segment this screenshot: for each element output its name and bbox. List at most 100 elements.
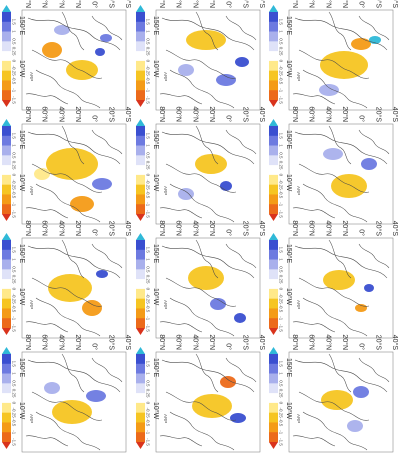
colorbar-tick-label: -0.25 xyxy=(279,408,284,419)
longitude-label: 150°E xyxy=(285,130,293,149)
anomaly-patch xyxy=(230,413,246,423)
colorbar-tick-label: 1 xyxy=(11,30,16,33)
map-panel-r3c4: 80°N 60°N 40°N 20°N 0° 20°S 40°S 150°E 10°W ARP 1.… xyxy=(269,334,399,453)
latitude-label: 20°N xyxy=(208,106,216,122)
colorbar-tick-label: 0 xyxy=(12,402,17,405)
colorbar-tick-label: 1 xyxy=(279,144,284,147)
latitude-label: 80°N xyxy=(24,0,32,8)
panel-label: ARP xyxy=(296,72,301,81)
latitude-label: 20°S xyxy=(107,221,115,237)
colorbar: 1.5 1 0.5 0.25 0 -0.25-0.5 -1 -1.5 xyxy=(269,233,284,335)
latitude-label: 60°N xyxy=(41,220,49,236)
coastline xyxy=(159,11,257,109)
colorbar-tick-label: 1 xyxy=(11,144,16,147)
latitude-label: 40°S xyxy=(258,335,266,351)
anomaly-patch xyxy=(42,42,62,58)
anomaly-field xyxy=(22,10,126,110)
longitude-label: 10°W xyxy=(285,174,293,192)
latitude-label: 40°N xyxy=(57,0,65,8)
colorbar-tick-label: 0.25 xyxy=(146,47,151,56)
colorbar-tick-label: 0.5 xyxy=(146,380,151,387)
latitude-label: 40°N xyxy=(191,0,199,8)
colorbar-tick-label: -1 xyxy=(146,202,151,206)
latitude-label: 40°N xyxy=(324,0,332,8)
panel-label: ARP xyxy=(29,300,34,309)
colorbar-tick-label: 0.25 xyxy=(146,161,151,170)
colorbar-tick-label: 0 xyxy=(12,60,17,63)
panel-label: ARP xyxy=(296,186,301,195)
colorbar-tick-label: 1 xyxy=(146,144,151,147)
colorbar-tick-label: 1.5 xyxy=(12,247,17,254)
anomaly-patch xyxy=(353,386,369,398)
anomaly-field xyxy=(22,352,126,452)
colorbar-tick-label: 0.25 xyxy=(146,275,151,284)
colorbar-tick-label: -0.5 xyxy=(146,191,151,199)
anomaly-patch xyxy=(319,84,339,96)
colorbar-tick-label: 0.5 xyxy=(146,266,151,273)
anomaly-patch xyxy=(364,284,374,292)
map-panel-r1c4: 80°N 60°N 40°N 20°N 0° 20°S 40°S 150°E 10°W ARP 1.… xyxy=(2,106,132,225)
map-panel-r1c3: 80°N 60°N 40°N 20°N 0° 20°S 40°S 150°E 10°W ARP 1.… xyxy=(269,0,399,111)
anomaly-field xyxy=(289,352,393,452)
latitude-label: 60°N xyxy=(41,334,49,350)
colorbar: 1.5 1 0.5 0.25 0 -0.25-0.5 -1 -1.5 xyxy=(2,347,17,449)
coastline xyxy=(292,11,390,109)
colorbar-tick-label: 1 xyxy=(279,30,284,33)
colorbar-tick-label: 0.25 xyxy=(146,389,151,398)
latitude-label: 40°S xyxy=(258,221,266,237)
colorbar: 1.5 1 0.5 0.25 0 -0.25-0.5 -1 -1.5 xyxy=(269,347,284,449)
colorbar-tick-label: 0 xyxy=(146,288,151,291)
panel-label: ARP xyxy=(296,300,301,309)
colorbar: 1.5 1 0.5 0.25 0 -0.25-0.5 -1 -1.5 xyxy=(269,5,284,107)
latitude-label: 20°S xyxy=(241,0,249,8)
colorbar-tick-label: -1 xyxy=(146,316,151,320)
map-frame xyxy=(21,237,127,339)
latitude-label: 0° xyxy=(91,1,99,8)
colorbar-tick-label: -1.5 xyxy=(12,324,17,332)
colorbar-tick-label: 0.25 xyxy=(279,389,284,398)
colorbar: 1.5 1 0.5 0.25 0 -0.25-0.5 -1 -1.5 xyxy=(136,347,151,449)
colorbar-tick-label: -0.25 xyxy=(146,294,151,305)
coastline xyxy=(292,125,390,223)
colorbar-tick-label: -0.25 xyxy=(279,180,284,191)
colorbar-tick-label: 0.25 xyxy=(279,47,284,56)
latitude-label: 80°N xyxy=(291,220,299,236)
anomaly-patch xyxy=(235,57,249,67)
map-panel-r3c3: 80°N 60°N 40°N 20°N 0° 20°S 40°S 150°E 10°W ARP 1.… xyxy=(136,334,266,453)
colorbar-tick-label: -0.25 xyxy=(12,180,17,191)
latitude-label: 60°N xyxy=(175,334,183,350)
colorbar-tick-label: 0.5 xyxy=(12,380,17,387)
colorbar-tick-label: 0.5 xyxy=(12,266,17,273)
map-frame xyxy=(288,9,394,111)
coastline xyxy=(159,125,257,223)
longitude-label: 150°E xyxy=(152,358,160,377)
anomaly-patch xyxy=(178,64,194,76)
anomaly-patch xyxy=(210,298,226,310)
anomaly-field xyxy=(289,124,393,224)
latitude-label: 20°S xyxy=(374,335,382,351)
panel-label: ARP xyxy=(296,414,301,423)
latitude-label: 40°N xyxy=(324,220,332,236)
latitude-label: 60°N xyxy=(175,220,183,236)
panel-label: ARP xyxy=(163,72,168,81)
longitude-label: 10°W xyxy=(18,288,26,306)
anomaly-field xyxy=(289,238,393,338)
colorbar-tick-label: -0.25 xyxy=(146,408,151,419)
anomaly-patch xyxy=(351,38,371,50)
latitude-label: 40°N xyxy=(191,220,199,236)
colorbar-tick-label: 0 xyxy=(279,60,284,63)
latitude-label: 40°S xyxy=(124,107,132,123)
colorbar: 1.5 1 0.5 0.25 0 -0.25-0.5 -1 -1.5 xyxy=(2,119,17,221)
panel-label: ARP xyxy=(163,300,168,309)
latitude-label: 80°N xyxy=(24,106,32,122)
latitude-label: 40°N xyxy=(57,334,65,350)
longitude-label: 150°E xyxy=(285,244,293,263)
anomaly-patch xyxy=(188,266,224,290)
map-panel-r3c2: 80°N 60°N 40°N 20°N 0° 20°S 40°S 150°E 10°W ARP 1.… xyxy=(2,334,132,453)
colorbar-tick-label: -0.5 xyxy=(279,191,284,199)
latitude-label: 0° xyxy=(225,1,233,8)
latitude-label: 80°N xyxy=(291,334,299,350)
colorbar-tick-label: -1 xyxy=(12,430,17,434)
latitude-label: 40°S xyxy=(391,221,399,237)
